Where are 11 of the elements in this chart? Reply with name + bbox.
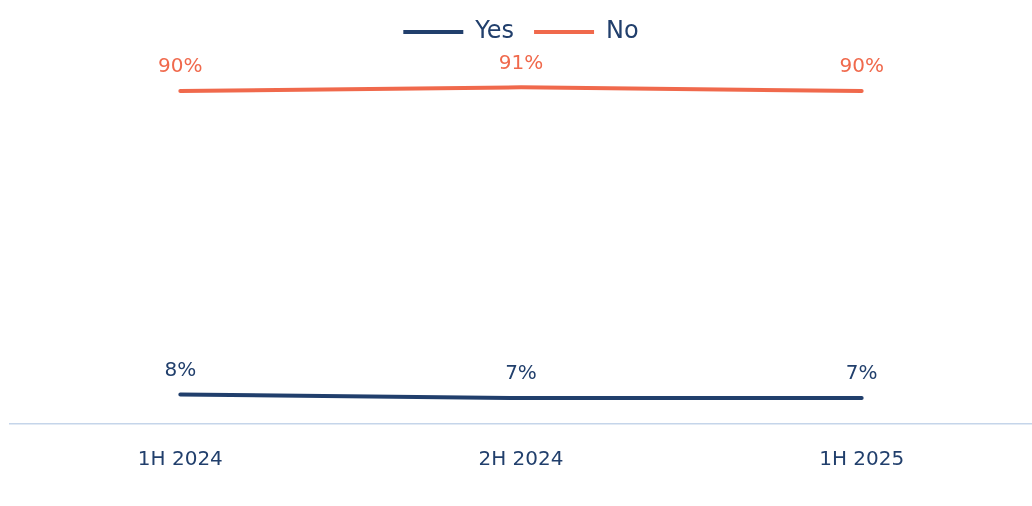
data-label: 91% xyxy=(498,49,544,74)
data-label: 8% xyxy=(164,356,197,381)
legend-label: No xyxy=(606,16,639,45)
data-label: 90% xyxy=(839,53,884,78)
data-label: 7% xyxy=(845,360,878,385)
legend-label: Yes xyxy=(474,16,515,45)
data-label: 90% xyxy=(158,53,203,78)
x-tick-label: 1H 2024 xyxy=(137,446,223,471)
x-tick-label: 1H 2025 xyxy=(819,446,905,471)
x-tick-label: 2H 2024 xyxy=(478,446,564,471)
data-label: 7% xyxy=(505,360,537,385)
